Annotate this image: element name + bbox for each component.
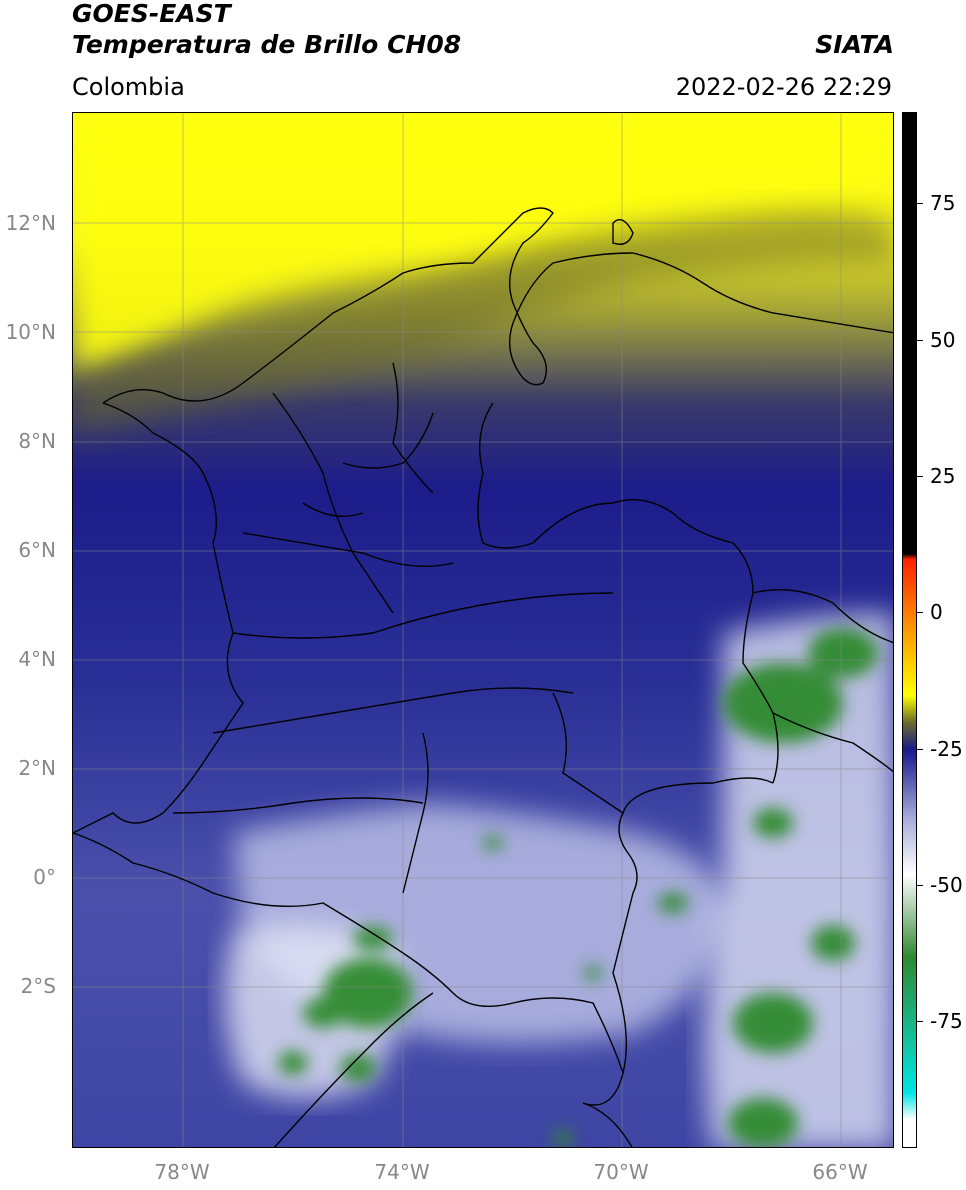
lon-tick-label: 74°W [374,1160,430,1184]
colorbar-tick-mark [917,203,923,204]
colorbar-tick-label: 50 [930,328,956,352]
lon-tick-label: 66°W [812,1160,868,1184]
colorbar-tick-mark [917,340,923,341]
colorbar-tick-mark [917,1021,923,1022]
lat-tick-label: 2°S [20,974,56,998]
source-label: SIATA [815,30,894,59]
lat-tick-label: 8°N [18,429,56,453]
lat-tick-label: 2°N [18,756,56,780]
colorbar-tick-mark [917,885,923,886]
lat-tick-label: 12°N [5,211,56,235]
graticule [73,113,893,1147]
colorbar-tick-label: 0 [930,600,943,624]
colorbar-tick-label: -25 [930,737,963,761]
timestamp-label: 2022-02-26 22:29 [675,73,892,101]
title-line-2: Temperatura de Brillo CH08 [72,30,462,59]
cloud-region-yellow [73,113,893,373]
coastlines-and-borders [73,207,893,1147]
map-area [72,112,894,1148]
colorbar-tick-mark [917,612,923,613]
lon-tick-label: 70°W [593,1160,649,1184]
lat-tick-label: 6°N [18,538,56,562]
colorbar-tick-label: 75 [930,191,956,215]
lat-tick-label: 10°N [5,320,56,344]
convective-cells [278,628,878,1147]
brightness-temperature-map [73,113,893,1147]
lat-tick-label: 0° [33,865,56,889]
colorbar-tick-mark [917,749,923,750]
colorbar-tick-label: -50 [930,873,963,897]
lon-tick-label: 78°W [154,1160,210,1184]
cloud-region-olive [73,211,893,433]
colorbar-tick-label: 25 [930,464,956,488]
title-line-1: GOES-EAST [72,0,231,28]
colorbar [902,112,917,1148]
colorbar-tick-mark [917,476,923,477]
region-label: Colombia [72,73,185,101]
lat-tick-label: 4°N [18,647,56,671]
colorbar-tick-label: -75 [930,1009,963,1033]
